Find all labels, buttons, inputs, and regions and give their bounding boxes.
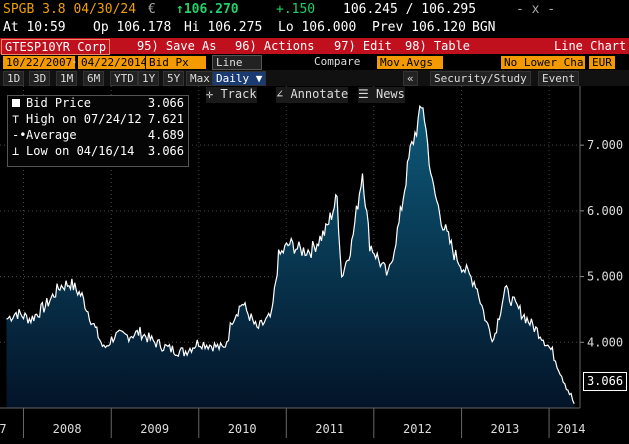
price-chart[interactable]: 4.000 5.000 6.000 7.000 7 2008 2009 2010 2011 20…: [0, 86, 629, 444]
security-ticker: SPGB 3.8 04/30/24: [3, 2, 137, 17]
annotate-button[interactable]: ∠ Annotate: [276, 87, 349, 103]
annotate-label: Annotate: [290, 87, 349, 101]
x-tick-label: 2009: [140, 422, 169, 436]
news-button[interactable]: ☰ News: [358, 87, 405, 103]
bid-ask: 106.245 / 106.295: [343, 2, 477, 17]
security-study-button[interactable]: Security/Study: [430, 71, 531, 86]
low-marker-icon: ⊥: [12, 144, 20, 158]
price-source: BGN: [472, 20, 496, 35]
x-tick-label: 2010: [228, 422, 257, 436]
quote-time: At 10:59: [3, 20, 66, 35]
legend-avg-label: Average: [26, 128, 77, 142]
compare-button[interactable]: Compare: [314, 55, 361, 68]
period-5y[interactable]: 5Y: [163, 71, 185, 86]
high-price: Hi 106.275: [184, 20, 263, 35]
x-tick-label: 2014: [557, 422, 586, 436]
period-1m[interactable]: 1M: [56, 71, 78, 86]
security-field[interactable]: GTESP10YR Corp: [1, 39, 111, 55]
price-line: [6, 104, 575, 404]
security-study-label: Security/Study: [434, 72, 527, 85]
x-tick-label: 2013: [490, 422, 519, 436]
crosshair-icon: ✛: [206, 87, 221, 101]
last-value-label: 3.066: [583, 372, 627, 391]
start-date-field[interactable]: 10/22/2007: [2, 55, 77, 70]
currency-select[interactable]: EUR: [588, 55, 616, 70]
function-toolbar: GTESP10YR Corp 95) Save As 96) Actions 9…: [0, 38, 629, 55]
date-separator: -: [71, 55, 78, 68]
legend-low-value: 3.066: [147, 144, 184, 158]
y-tick-label: 7.000: [587, 138, 623, 152]
chart-legend: Bid Price 3.066 ⊤ High on 07/24/12 7.621…: [7, 95, 189, 167]
table-button[interactable]: 98) Table: [405, 39, 471, 53]
series-swatch-icon: [12, 99, 20, 107]
legend-low-label: Low on 04/16/14: [26, 144, 135, 158]
period-ytd[interactable]: YTD: [110, 71, 138, 86]
legend-bid-value: 3.066: [147, 96, 184, 110]
window-controls[interactable]: - x -: [516, 2, 556, 17]
edit-menu[interactable]: 97) Edit: [334, 39, 392, 53]
legend-high-value: 7.621: [147, 112, 184, 126]
currency-symbol: €: [148, 2, 156, 17]
pencil-icon: ∠: [276, 87, 291, 101]
x-tick-label: 7: [0, 422, 7, 436]
period-max[interactable]: Max: [186, 71, 214, 86]
y-axis: 4.000 5.000 6.000 7.000: [579, 86, 623, 408]
x-tick-label: 2008: [53, 422, 82, 436]
frequency-select[interactable]: Daily ▼: [212, 71, 267, 86]
save-as-button[interactable]: 95) Save As: [137, 39, 217, 53]
news-label: News: [375, 87, 405, 101]
legend-high-label: High on 07/24/12: [26, 112, 142, 126]
period-1d[interactable]: 1D: [3, 71, 25, 86]
last-price: ↑106.270: [176, 2, 239, 17]
chart-type-label: Line Chart: [554, 39, 627, 53]
prev-price: Prev 106.120: [372, 20, 466, 35]
track-button[interactable]: ✛ Track: [206, 87, 257, 103]
period-1y[interactable]: 1Y: [138, 71, 160, 86]
mov-avgs-field[interactable]: Mov.Avgs: [376, 55, 444, 70]
x-tick-label: 2012: [403, 422, 432, 436]
low-price: Lo 106.000: [278, 20, 357, 35]
chart-fields: 10/22/2007 - 04/22/2014 Bid Px Line Comp…: [0, 55, 629, 70]
average-marker-icon: -•: [12, 128, 27, 142]
legend-bid-label: Bid Price: [26, 96, 92, 110]
price-change: +.150: [276, 2, 316, 17]
price-area: [6, 106, 575, 408]
lower-chart-select[interactable]: No Lower Chart: [500, 55, 597, 70]
event-button[interactable]: Event: [538, 71, 580, 86]
y-tick-label: 5.000: [587, 270, 623, 284]
open-price: Op 106.178: [93, 20, 172, 35]
x-tick-label: 2011: [315, 422, 344, 436]
x-axis: 7 2008 2009 2010 2011 2012 2013 2014: [0, 407, 629, 444]
quote-stats: At 10:59 Op 106.178 Hi 106.275 Lo 106.00…: [0, 20, 629, 38]
event-label: Event: [542, 72, 576, 85]
track-label: Track: [220, 87, 257, 101]
period-6m[interactable]: 6M: [83, 71, 105, 86]
high-marker-icon: ⊤: [12, 112, 20, 126]
legend-avg-value: 4.689: [147, 128, 184, 142]
news-icon: ☰: [358, 87, 376, 101]
period-3d[interactable]: 3D: [29, 71, 51, 86]
field-select[interactable]: Bid Px: [145, 55, 207, 70]
period-bar: 1D 3D 1M 6M YTD 1Y 5Y Max Daily ▼ « Secu…: [0, 70, 629, 86]
style-select[interactable]: Line: [212, 55, 262, 70]
collapse-button[interactable]: «: [403, 71, 418, 86]
actions-menu[interactable]: 96) Actions: [235, 39, 315, 53]
quote-header: SPGB 3.8 04/30/24 € ↑106.270 +.150 106.2…: [0, 2, 629, 20]
y-tick-label: 6.000: [587, 204, 623, 218]
x-axis-band: [0, 408, 629, 444]
end-date-field[interactable]: 04/22/2014: [77, 55, 152, 70]
y-tick-label: 4.000: [587, 335, 623, 349]
